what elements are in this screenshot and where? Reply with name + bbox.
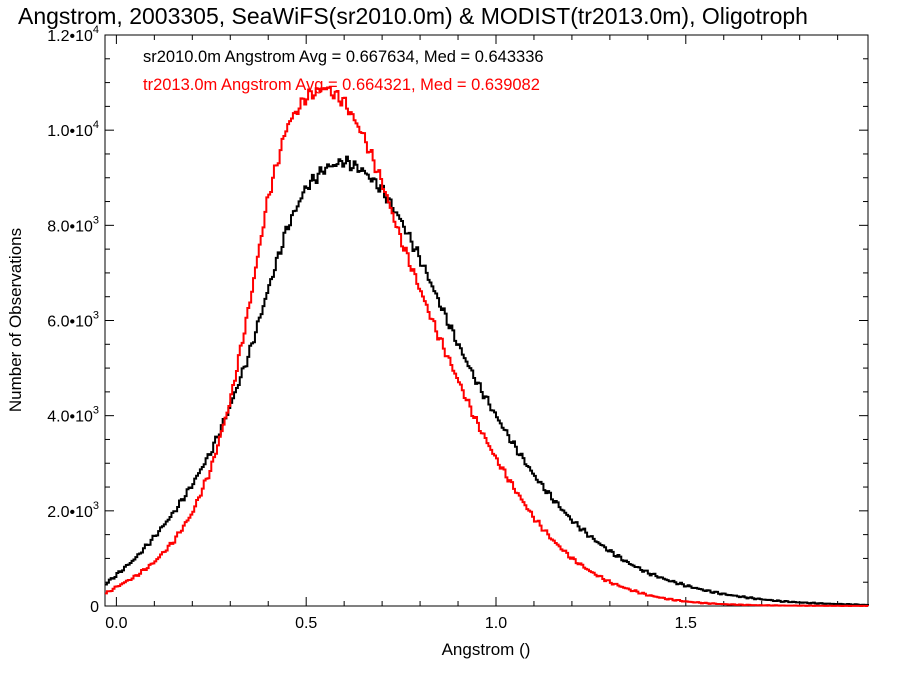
series-layer xyxy=(105,86,869,607)
y-tick-label: 2.0•103 xyxy=(47,500,99,521)
y-tick-label: 8.0•103 xyxy=(47,214,99,235)
y-tick-label: 4.0•103 xyxy=(47,405,99,426)
annotation-red: tr2013.0m Angstrom Avg = 0.664321, Med =… xyxy=(143,76,540,94)
series-black-histogram xyxy=(105,155,869,606)
x-tick-label: 0.0 xyxy=(105,615,127,632)
x-axis-label: Angstrom () xyxy=(442,640,531,659)
y-tick-label: 6.0•103 xyxy=(47,310,99,331)
x-tick-label: 1.0 xyxy=(485,615,507,632)
series-red-histogram xyxy=(105,86,869,607)
plot-frame xyxy=(104,34,869,607)
x-tick-label: 1.5 xyxy=(675,615,697,632)
chart-title: Angstrom, 2003305, SeaWiFS(sr2010.0m) & … xyxy=(18,3,808,29)
y-tick-label: 1.2•104 xyxy=(47,24,99,45)
axis-ticks: 0.0 0.5 1.0 1.5 0 2.0•103 4.0•103 6.0•103 8.0•10… xyxy=(47,24,868,632)
y-axis-label: Number of Observations xyxy=(6,228,25,412)
y-tick-label: 0 xyxy=(90,599,99,616)
y-tick-label: 1.0•104 xyxy=(47,119,99,140)
x-tick-label: 0.5 xyxy=(295,615,317,632)
annotation-black: sr2010.0m Angstrom Avg = 0.667634, Med =… xyxy=(143,48,544,66)
